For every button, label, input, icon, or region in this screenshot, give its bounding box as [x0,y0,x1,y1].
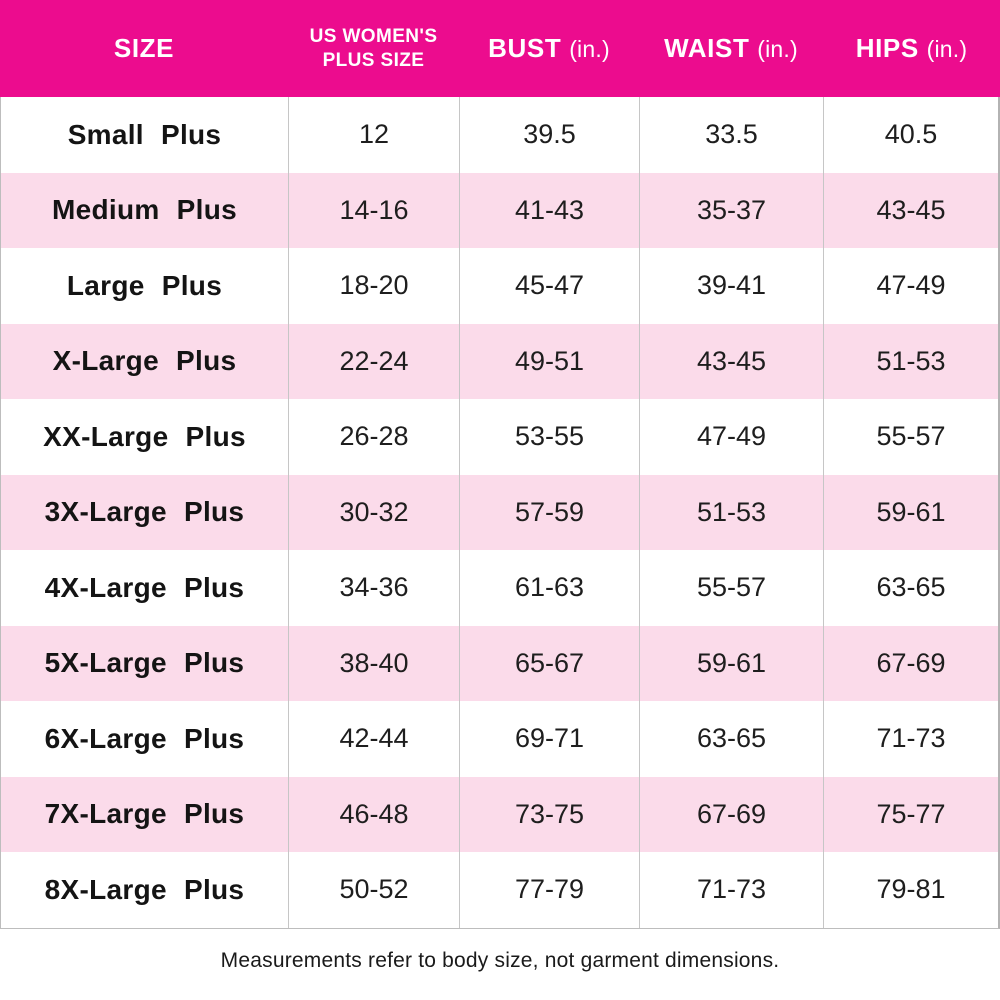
cell-bust: 73-75 [459,776,639,852]
cell-hips: 71-73 [823,701,998,777]
cell-hips: 63-65 [823,550,998,626]
cell-waist: 63-65 [639,701,823,777]
cell-bust: 53-55 [459,399,639,475]
table-row: Small Plus 12 39.5 33.5 40.5 [1,97,998,173]
header-label-us-size-line1: US WOMEN'S [309,26,438,48]
header-label-us-size-line2: PLUS SIZE [322,49,425,71]
cell-hips: 51-53 [823,323,998,399]
cell-size: Large Plus [66,269,223,301]
cell-us_size: 22-24 [288,323,459,399]
cell-bust: 61-63 [459,550,639,626]
header-unit-waist: (in.) [757,36,798,62]
header-unit-bust: (in.) [569,36,610,62]
cell-bust: 41-43 [459,172,639,248]
table-row: 8X-Large Plus 50-52 77-79 71-73 79-81 [1,852,998,928]
cell-hips: 75-77 [823,776,998,852]
cell-bust: 77-79 [459,852,639,928]
table-row: Large Plus 18-20 45-47 39-41 47-49 [1,248,998,324]
cell-hips: 43-45 [823,172,998,248]
size-chart-table: SIZE US WOMEN'S PLUS SIZE BUST (in.) WAI… [0,0,1000,929]
table-row: 6X-Large Plus 42-44 69-71 63-65 71-73 [1,701,998,777]
cell-size: 4X-Large Plus [44,571,245,603]
cell-size: 3X-Large Plus [44,496,245,528]
header-label-size: SIZE [113,33,175,63]
cell-size: XX-Large Plus [43,420,246,452]
header-cell-waist: WAIST (in.) [639,33,823,64]
cell-hips: 47-49 [823,248,998,324]
cell-us_size: 12 [288,97,459,173]
cell-us_size: 30-32 [288,474,459,550]
cell-waist: 43-45 [639,323,823,399]
header-label-bust: BUST [488,33,562,63]
cell-bust: 69-71 [459,701,639,777]
cell-hips: 59-61 [823,474,998,550]
cell-size: 8X-Large Plus [44,873,245,905]
cell-waist: 39-41 [639,248,823,324]
header-cell-us-size: US WOMEN'S PLUS SIZE [288,25,459,71]
cell-us_size: 18-20 [288,248,459,324]
cell-bust: 49-51 [459,323,639,399]
table-row: 3X-Large Plus 30-32 57-59 51-53 59-61 [1,474,998,550]
header-unit-hips: (in.) [926,36,968,62]
cell-hips: 79-81 [823,852,998,928]
cell-waist: 47-49 [639,399,823,475]
cell-hips: 55-57 [823,399,998,475]
header-cell-bust: BUST (in.) [459,33,639,64]
table-row: 5X-Large Plus 38-40 65-67 59-61 67-69 [1,625,998,701]
table-row: X-Large Plus 22-24 49-51 43-45 51-53 [1,323,998,399]
cell-waist: 35-37 [639,172,823,248]
cell-us_size: 14-16 [288,172,459,248]
cell-us_size: 50-52 [288,852,459,928]
cell-waist: 71-73 [639,852,823,928]
cell-us_size: 42-44 [288,701,459,777]
cell-size: 6X-Large Plus [44,722,245,754]
header-cell-hips: HIPS (in.) [823,33,1000,64]
table-row: Medium Plus 14-16 41-43 35-37 43-45 [1,172,998,248]
header-label-waist: WAIST [664,33,750,63]
table-row: 4X-Large Plus 34-36 61-63 55-57 63-65 [1,550,998,626]
cell-bust: 65-67 [459,625,639,701]
table-header-row: SIZE US WOMEN'S PLUS SIZE BUST (in.) WAI… [0,0,1000,97]
cell-size: 7X-Large Plus [44,798,245,830]
table-row: XX-Large Plus 26-28 53-55 47-49 55-57 [1,399,998,475]
table-body: Small Plus 12 39.5 33.5 40.5 Medium Plus 14-16… [0,97,1000,929]
cell-us_size: 34-36 [288,550,459,626]
cell-us_size: 26-28 [288,399,459,475]
cell-waist: 67-69 [639,776,823,852]
cell-size: X-Large Plus [52,345,237,377]
cell-waist: 51-53 [639,474,823,550]
cell-waist: 55-57 [639,550,823,626]
cell-size: Small Plus [67,118,222,150]
cell-hips: 40.5 [823,97,998,173]
cell-size: 5X-Large Plus [44,647,245,679]
table-row: 7X-Large Plus 46-48 73-75 67-69 75-77 [1,776,998,852]
cell-bust: 39.5 [459,97,639,173]
cell-bust: 57-59 [459,474,639,550]
cell-waist: 33.5 [639,97,823,173]
footer-note: Measurements refer to body size, not gar… [220,948,780,972]
header-label-hips: HIPS [855,33,919,63]
cell-bust: 45-47 [459,248,639,324]
header-cell-size: SIZE [0,33,288,64]
cell-hips: 67-69 [823,625,998,701]
cell-us_size: 46-48 [288,776,459,852]
cell-waist: 59-61 [639,625,823,701]
cell-size: Medium Plus [52,194,237,226]
cell-us_size: 38-40 [288,625,459,701]
